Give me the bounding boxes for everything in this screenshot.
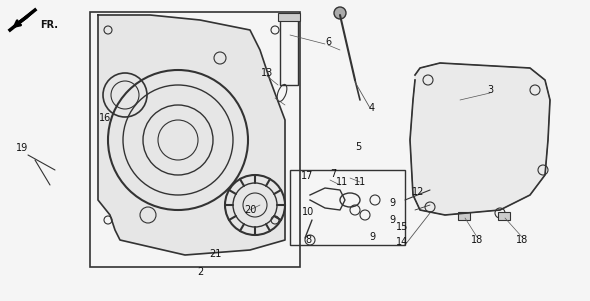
Text: 20: 20 [244,205,256,215]
Text: 9: 9 [389,198,395,208]
Bar [280,15,298,85]
Circle shape [334,7,346,19]
Text: 9: 9 [389,215,395,225]
Text: 21: 21 [209,249,221,259]
Bar [278,13,300,21]
Text: 14: 14 [396,237,408,247]
Text: 9: 9 [369,232,375,242]
Text: 10: 10 [302,207,314,217]
Text: 18: 18 [516,235,528,245]
Text: 11: 11 [354,177,366,187]
Bar [498,212,510,220]
Text: 18: 18 [471,235,483,245]
Text: 13: 13 [261,68,273,78]
Text: 16: 16 [99,113,111,123]
Polygon shape [10,10,35,30]
Bar [90,12,300,267]
Text: 7: 7 [330,169,336,179]
Text: 4: 4 [369,103,375,113]
Text: 11: 11 [336,177,348,187]
Text: 5: 5 [355,142,361,152]
Text: FR.: FR. [40,20,58,30]
Text: 2: 2 [197,267,203,277]
Text: 8: 8 [305,235,311,245]
Text: 19: 19 [16,143,28,153]
Polygon shape [98,15,285,255]
Text: 15: 15 [396,222,408,232]
Text: 17: 17 [301,171,313,181]
Bar [458,212,470,220]
Text: 6: 6 [325,37,331,47]
Text: 12: 12 [412,187,424,197]
Bar [290,170,405,245]
Text: 3: 3 [487,85,493,95]
Polygon shape [410,63,550,215]
